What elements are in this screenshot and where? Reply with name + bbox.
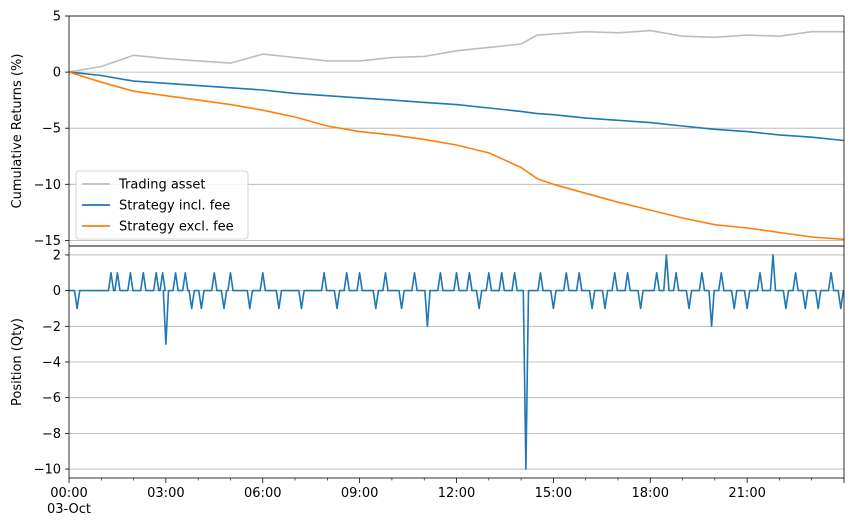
legend-entry-2: Strategy excl. fee <box>119 220 234 235</box>
returns-panel: 5 0 −5 −10 −15 Cumulative Returns (%) Trading … <box>10 10 845 249</box>
x-tick-label: 09:00 <box>341 486 378 501</box>
legend-box <box>75 170 249 240</box>
y-tick-label: −10 <box>34 178 61 193</box>
x-tick-label: 21:00 <box>728 486 765 501</box>
y-tick-label: 0 <box>53 66 61 81</box>
series-line-2 <box>68 71 845 241</box>
series-line-0 <box>68 29 844 73</box>
y-tick-label: −6 <box>42 391 61 406</box>
y-tick-label: −8 <box>42 427 61 442</box>
series-line-1 <box>68 71 845 142</box>
y-axis-label: Position (Qty) <box>10 318 25 406</box>
y-tick-label: −10 <box>34 463 61 478</box>
x-tick-label: 03:00 <box>147 486 184 501</box>
legend-entry-0: Trading asset <box>118 178 205 193</box>
y-tick-label: −2 <box>42 320 61 335</box>
x-tick-label: 15:00 <box>535 486 572 501</box>
y-tick-label: −5 <box>42 122 61 137</box>
x-date-label: 03-Oct <box>47 502 91 517</box>
y-tick-label: 5 <box>53 10 61 25</box>
x-tick-label: 18:00 <box>632 486 669 501</box>
y-tick-label: 0 <box>53 284 61 299</box>
x-tick-label: 00:00 <box>50 486 87 501</box>
legend-entry-1: Strategy incl. fee <box>119 199 230 214</box>
x-tick-label: 06:00 <box>244 486 281 501</box>
y-tick-label: 2 <box>53 248 61 263</box>
position-panel: 2 0 −2 −4 −6 −8 −10 Position (Qty) 00:00 03:00 06:… <box>10 245 845 517</box>
x-tick-label: 12:00 <box>438 486 475 501</box>
y-axis-label: Cumulative Returns (%) <box>10 54 25 209</box>
y-tick-label: −4 <box>42 356 61 371</box>
series-line-0 <box>69 254 845 470</box>
y-tick-label: −15 <box>34 234 61 249</box>
